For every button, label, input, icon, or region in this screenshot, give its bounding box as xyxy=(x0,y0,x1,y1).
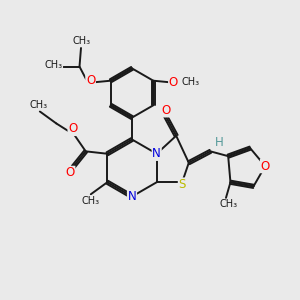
Text: H: H xyxy=(214,136,223,149)
Text: CH₃: CH₃ xyxy=(182,77,200,87)
Text: CH₃: CH₃ xyxy=(219,200,237,209)
Text: N: N xyxy=(128,190,136,203)
Text: O: O xyxy=(68,122,77,135)
Text: CH₃: CH₃ xyxy=(44,60,62,70)
Text: O: O xyxy=(169,76,178,89)
Text: CH₃: CH₃ xyxy=(81,196,99,206)
Text: O: O xyxy=(65,167,75,179)
Text: S: S xyxy=(178,178,186,191)
Text: O: O xyxy=(86,74,95,87)
Text: CH₃: CH₃ xyxy=(29,100,47,110)
Text: N: N xyxy=(152,147,161,160)
Text: O: O xyxy=(161,104,170,117)
Text: CH₃: CH₃ xyxy=(73,35,91,46)
Text: O: O xyxy=(261,160,270,172)
